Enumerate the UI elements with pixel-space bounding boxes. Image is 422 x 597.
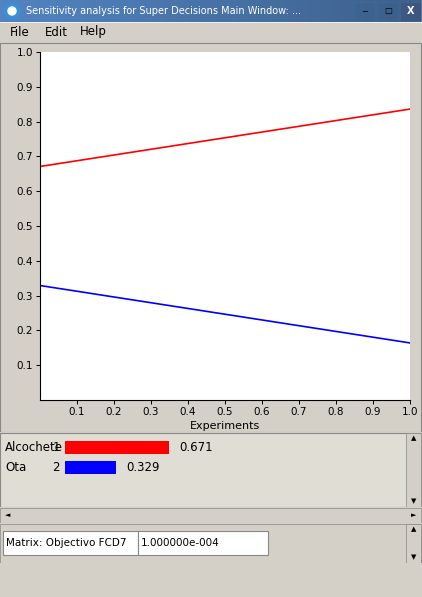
- Text: ▲: ▲: [411, 435, 417, 441]
- Text: ▼: ▼: [411, 554, 417, 560]
- Text: Help: Help: [80, 26, 107, 38]
- Text: Ota: Ota: [5, 461, 26, 474]
- Text: Matrix: Objectivo FCD7: Matrix: Objectivo FCD7: [6, 538, 127, 548]
- Text: 0.329: 0.329: [126, 461, 160, 474]
- Text: Sensitivity analysis for Super Decisions Main Window: ...: Sensitivity analysis for Super Decisions…: [26, 6, 301, 16]
- Text: ►: ►: [411, 512, 417, 518]
- Circle shape: [4, 3, 20, 19]
- Bar: [377, 2, 398, 21]
- Text: X: X: [407, 6, 415, 16]
- Circle shape: [8, 7, 16, 15]
- Text: ─: ─: [362, 7, 368, 16]
- Text: File: File: [10, 26, 30, 38]
- X-axis label: Experiments: Experiments: [190, 421, 260, 431]
- Text: □: □: [384, 7, 392, 16]
- Text: 0.671: 0.671: [179, 441, 213, 454]
- Bar: [65, 441, 169, 454]
- Text: Alcochete: Alcochete: [5, 441, 63, 454]
- Bar: [65, 461, 116, 474]
- Text: 1: 1: [52, 441, 60, 454]
- Text: ◄: ◄: [5, 512, 11, 518]
- Text: ▲: ▲: [411, 526, 417, 532]
- Bar: [3, 531, 138, 555]
- Text: 2: 2: [52, 461, 60, 474]
- Bar: [406, 524, 421, 563]
- Bar: [354, 2, 375, 21]
- Text: Edit: Edit: [45, 26, 68, 38]
- Bar: [138, 531, 268, 555]
- Bar: [400, 2, 421, 21]
- Text: 1.000000e-004: 1.000000e-004: [141, 538, 220, 548]
- Bar: [406, 433, 421, 507]
- Text: ▼: ▼: [411, 498, 417, 504]
